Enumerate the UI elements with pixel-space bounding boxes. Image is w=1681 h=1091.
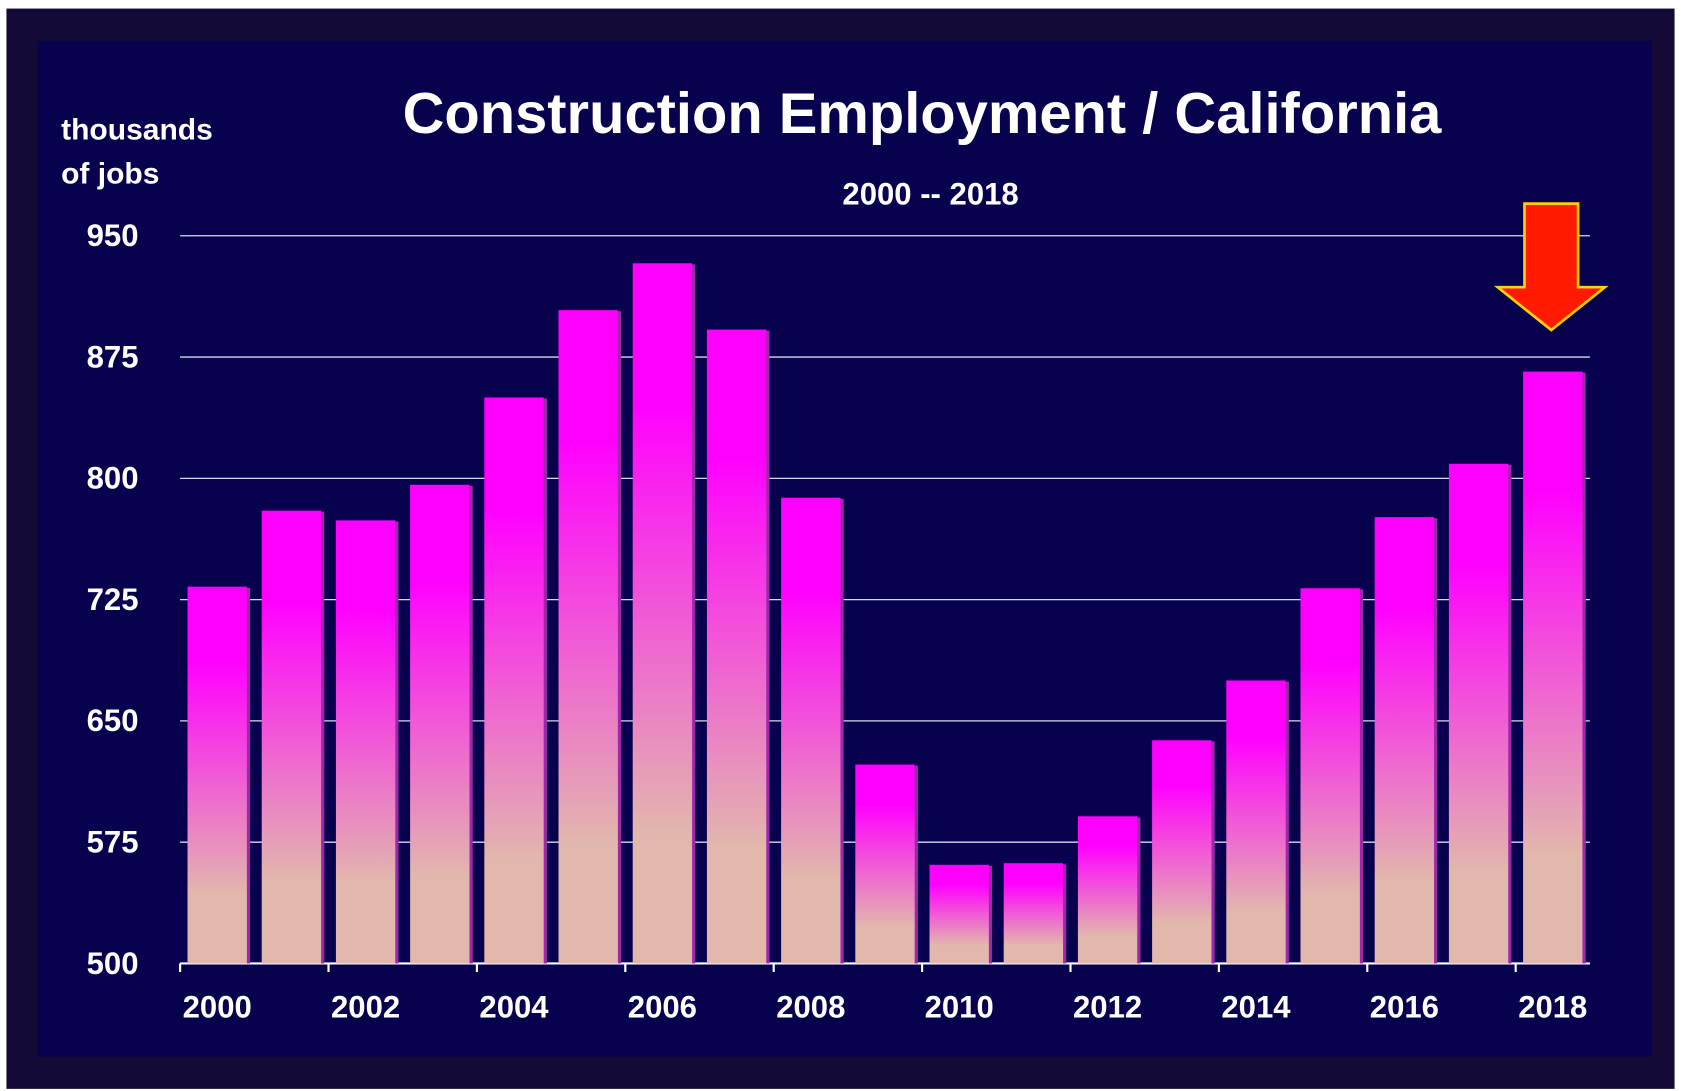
x-tick-label: 2010 <box>925 990 994 1025</box>
x-tick-label: 2006 <box>628 990 697 1025</box>
bar <box>410 484 470 964</box>
y-tick-label: 950 <box>87 218 139 253</box>
bar <box>187 586 247 964</box>
y-tick-label: 500 <box>87 946 139 981</box>
x-tick-label: 2004 <box>479 990 549 1025</box>
bar <box>706 329 767 964</box>
bar <box>1226 680 1286 964</box>
y-tick-label: 650 <box>87 703 139 738</box>
y-tick-label: 800 <box>87 461 139 496</box>
bar <box>1374 517 1435 964</box>
x-tick-label: 2018 <box>1518 990 1587 1025</box>
chart-title: Construction Employment / California <box>403 82 1443 146</box>
bar <box>929 864 989 964</box>
bar <box>781 497 841 964</box>
highlight-arrow <box>1493 202 1609 332</box>
bar <box>855 764 915 964</box>
x-tick-label: 2014 <box>1221 990 1291 1025</box>
bar <box>558 310 618 964</box>
bar <box>1300 588 1360 964</box>
y-tick-label: 575 <box>87 825 139 860</box>
bar <box>632 263 693 964</box>
y-tick-label: 725 <box>87 582 139 617</box>
y-axis-label: of jobs <box>61 158 159 191</box>
x-tick-label: 2008 <box>776 990 845 1025</box>
x-tick-label: 2002 <box>331 990 400 1025</box>
bar <box>1448 463 1509 964</box>
bar <box>261 510 322 964</box>
bar <box>1152 740 1212 964</box>
bar <box>484 397 544 964</box>
y-axis-label: thousands <box>61 114 213 147</box>
chart-subtitle: 2000 -- 2018 <box>842 176 1018 211</box>
x-tick-label: 2016 <box>1370 990 1439 1025</box>
bar <box>1077 816 1138 964</box>
bar <box>1523 371 1583 964</box>
bar <box>1003 863 1064 964</box>
x-tick-label: 2012 <box>1073 990 1142 1025</box>
bar <box>335 520 396 964</box>
y-tick-label: 875 <box>87 339 139 374</box>
x-tick-label: 2000 <box>183 990 252 1025</box>
